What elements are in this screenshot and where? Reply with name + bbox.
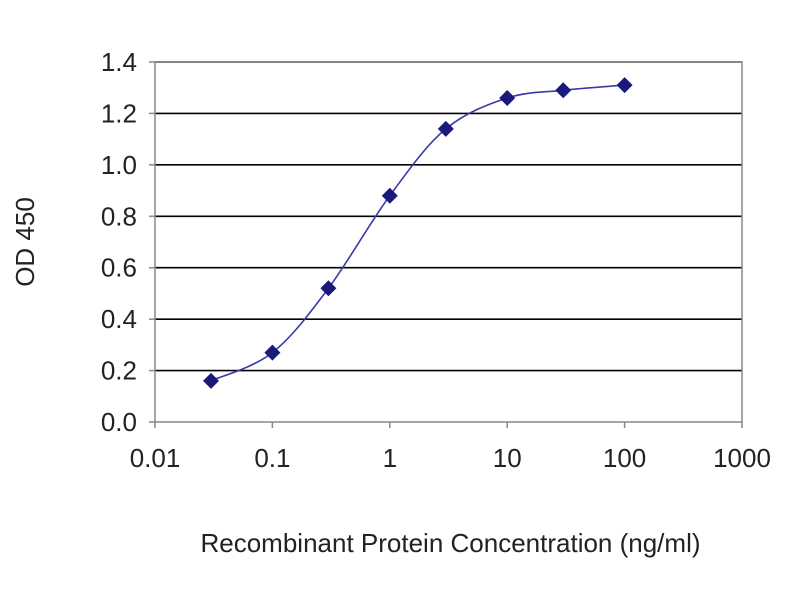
data-point-marker — [616, 77, 633, 94]
x-tick-label: 100 — [603, 443, 646, 473]
y-axis-tick-labels: 0.0 0.2 0.4 0.6 0.8 1.0 1.2 1.4 — [101, 47, 155, 437]
y-axis-title: OD 450 — [10, 197, 40, 287]
x-tick-label: 1 — [383, 443, 397, 473]
x-tick-label: 1000 — [713, 443, 771, 473]
data-point-marker — [203, 372, 220, 389]
y-tick-label: 0.8 — [101, 201, 137, 231]
y-tick-label: 0.6 — [101, 253, 137, 283]
x-tick-label: 0.01 — [130, 443, 181, 473]
y-tick-label: 1.4 — [101, 47, 137, 77]
data-point-marker — [555, 82, 572, 99]
x-tick-label: 10 — [493, 443, 522, 473]
data-point-marker — [437, 120, 454, 137]
x-axis-tick-labels: 0.01 0.1 1 10 100 1000 — [130, 422, 771, 473]
x-axis-title: Recombinant Protein Concentration (ng/ml… — [200, 528, 700, 558]
y-tick-label: 1.0 — [101, 150, 137, 180]
plot-area-border — [154, 61, 743, 423]
data-point-marker — [381, 187, 398, 204]
y-tick-label: 1.2 — [101, 98, 137, 128]
series-layer — [203, 77, 633, 389]
data-point-marker — [499, 90, 516, 106]
x-tick-label: 0.1 — [254, 443, 290, 473]
data-point-marker — [320, 280, 337, 297]
y-tick-label: 0.2 — [101, 356, 137, 386]
y-tick-label: 0.4 — [101, 304, 137, 334]
series-line — [210, 84, 625, 382]
grid-lines — [155, 61, 742, 372]
y-tick-label: 0.0 — [101, 407, 137, 437]
data-point-marker — [264, 344, 281, 361]
